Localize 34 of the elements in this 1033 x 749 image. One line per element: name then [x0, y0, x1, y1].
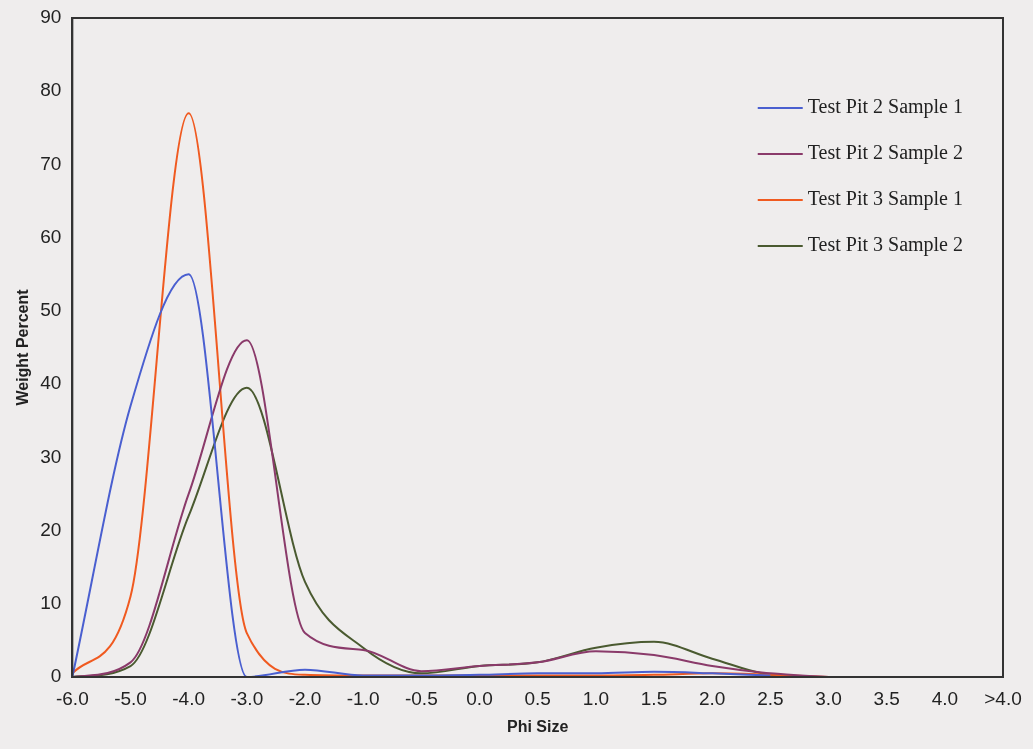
line-series	[71, 273, 772, 677]
x-tick-label: 1.0	[582, 687, 610, 709]
x-tick-label: -3.0	[230, 687, 264, 709]
x-axis-title: Phi Size	[506, 717, 569, 735]
x-tick-label: -1.0	[346, 687, 380, 709]
x-tick-label: -4.0	[172, 687, 206, 709]
y-tick-label: 60	[40, 225, 62, 247]
legend-label: Test Pit 3 Sample 2	[807, 233, 963, 257]
y-tick-label: 30	[40, 445, 62, 467]
x-tick-label: -2.0	[288, 687, 322, 709]
legend-label: Test Pit 2 Sample 1	[807, 95, 963, 119]
y-tick-label: 40	[40, 372, 62, 394]
x-tick-label: 4.0	[931, 687, 959, 709]
y-tick-label: 90	[40, 6, 62, 28]
x-tick-label: 3.5	[873, 687, 900, 709]
x-tick-label: -6.0	[55, 687, 89, 709]
y-tick-label: 50	[40, 299, 62, 321]
x-tick-label: 2.5	[757, 687, 784, 709]
x-tick-label: 0.0	[466, 687, 493, 709]
y-tick-label: 80	[40, 79, 62, 101]
x-tick-label: 0.5	[524, 687, 551, 709]
y-tick-label: 20	[40, 518, 62, 540]
x-tick-label: -5.0	[114, 687, 147, 709]
y-axis-title: Weight Percent	[14, 288, 32, 406]
legend-label: Test Pit 2 Sample 2	[807, 141, 963, 165]
y-tick-label: 70	[40, 152, 62, 174]
x-tick-label: 1.5	[640, 687, 668, 709]
x-tick-label: 3.0	[815, 687, 842, 709]
x-tick-label: >4.0	[984, 687, 1022, 709]
y-tick-label: 0	[50, 665, 62, 687]
legend-label: Test Pit 3 Sample 1	[807, 187, 963, 211]
x-tick-label: 2.0	[698, 687, 726, 709]
x-tick-label: -0.5	[404, 687, 438, 709]
y-tick-label: 10	[40, 592, 62, 614]
